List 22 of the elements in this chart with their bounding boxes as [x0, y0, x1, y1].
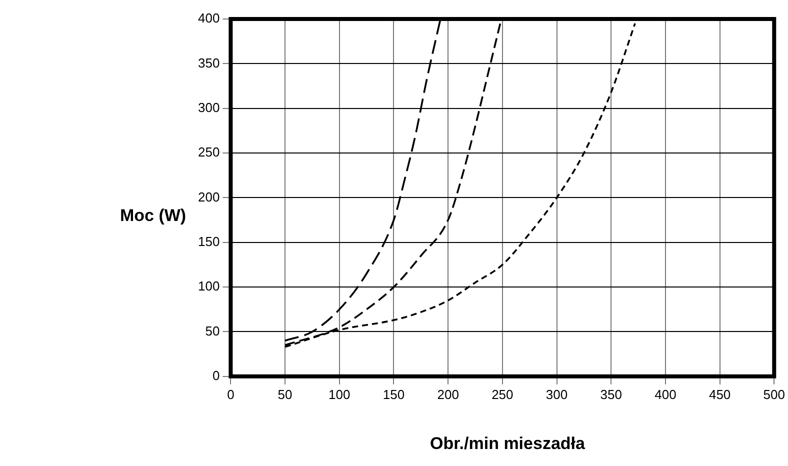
y-tick-label: 250	[198, 144, 220, 160]
y-tick-label: 300	[198, 100, 220, 115]
x-tick-label: 300	[546, 386, 568, 402]
x-tick-label: 50	[278, 386, 292, 402]
y-tick-label: 350	[198, 55, 220, 70]
x-tick-label: 450	[708, 386, 731, 402]
x-tick-label: 250	[492, 386, 514, 402]
x-tick-label: 200	[437, 386, 459, 402]
x-tick-label: 100	[328, 386, 350, 402]
y-tick-label: 200	[198, 189, 220, 204]
y-tick-label: 50	[205, 323, 220, 338]
x-tick-label: 350	[600, 386, 622, 402]
x-tick-label: 400	[654, 386, 676, 402]
y-tick-label: 0	[212, 368, 220, 383]
x-tick-label: 150	[382, 386, 405, 402]
y-axis-title: Moc (W)	[120, 206, 186, 226]
y-tick-label: 100	[198, 278, 220, 294]
y-tick-label: 150	[198, 234, 220, 249]
x-tick-label: 0	[227, 386, 234, 402]
x-tick-label: 500	[763, 386, 786, 402]
y-tick-label: 400	[198, 10, 220, 26]
x-axis-title: Obr./min mieszadła	[429, 434, 586, 454]
